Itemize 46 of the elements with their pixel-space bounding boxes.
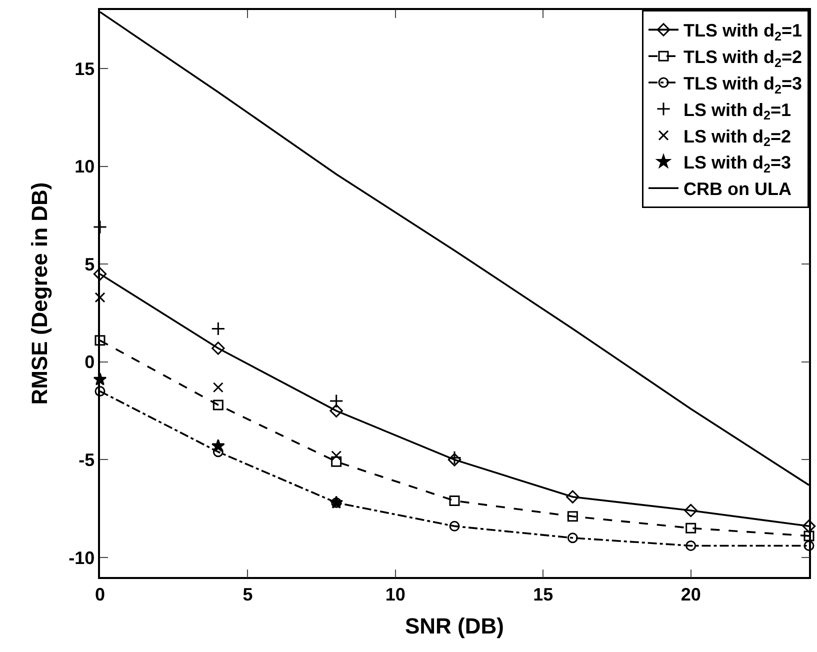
point <box>94 335 106 346</box>
y-axis-title: RMSE (Degree in DB) <box>26 182 52 405</box>
point <box>804 540 814 551</box>
point <box>331 456 342 467</box>
point <box>92 220 108 234</box>
point <box>330 404 343 418</box>
x-tick-label: 15 <box>533 584 554 604</box>
point <box>331 450 342 462</box>
x-tick-label: 10 <box>385 584 406 604</box>
point <box>567 511 578 522</box>
x-tick-label: 20 <box>680 584 701 604</box>
point <box>94 386 106 397</box>
point <box>448 453 462 466</box>
y-tick-label: 5 <box>84 254 95 274</box>
y-tick-label: -5 <box>78 450 95 470</box>
point <box>449 520 460 532</box>
point <box>686 522 696 534</box>
y-tick-label: -10 <box>68 548 95 568</box>
point <box>804 530 814 542</box>
point <box>212 382 224 393</box>
legend-label: LS with d$_{2}$=2 <box>684 126 792 150</box>
y-tick-label: 15 <box>74 58 95 79</box>
x-axis-title: SNR (DB) <box>405 614 504 639</box>
point <box>447 450 462 465</box>
x-tick-label: 5 <box>242 584 253 604</box>
point <box>566 490 580 504</box>
legend-label: CRB on ULA <box>684 179 792 200</box>
point <box>567 532 578 544</box>
y-tick-label: 0 <box>84 352 95 372</box>
point <box>449 496 460 506</box>
point <box>686 540 696 551</box>
point <box>802 520 816 533</box>
legend-label: LS with d$_{2}$=1 <box>684 100 792 123</box>
point <box>329 394 344 408</box>
legend-label: TLS with d$_{2}$=2 <box>684 47 802 70</box>
legend-label: LS with d$_{2}$=3 <box>684 152 792 176</box>
point <box>212 400 224 410</box>
point <box>93 267 107 281</box>
point <box>211 438 225 452</box>
point <box>212 342 225 355</box>
y-tick-label: 10 <box>74 156 95 177</box>
legend-label: TLS with d$_{2}$=1 <box>684 20 802 44</box>
legend-label: TLS with d$_{2}$=3 <box>684 74 802 96</box>
point <box>684 504 698 518</box>
point <box>211 322 226 336</box>
point <box>94 292 106 303</box>
